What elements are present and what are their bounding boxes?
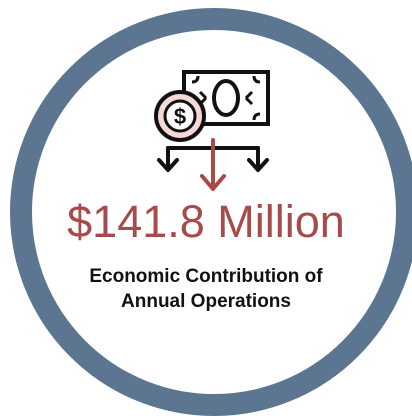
caption-line-1: Economic Contribution of	[89, 266, 323, 287]
money-flow-icon: $	[150, 68, 280, 200]
contribution-caption: Economic Contribution of Annual Operatio…	[0, 264, 412, 314]
center-arrow-icon	[200, 138, 226, 191]
coin-icon: $	[154, 90, 206, 142]
svg-text:$: $	[174, 104, 186, 129]
contribution-amount: $141.8 Million	[67, 196, 345, 247]
caption-line-2: Annual Operations	[121, 291, 291, 312]
